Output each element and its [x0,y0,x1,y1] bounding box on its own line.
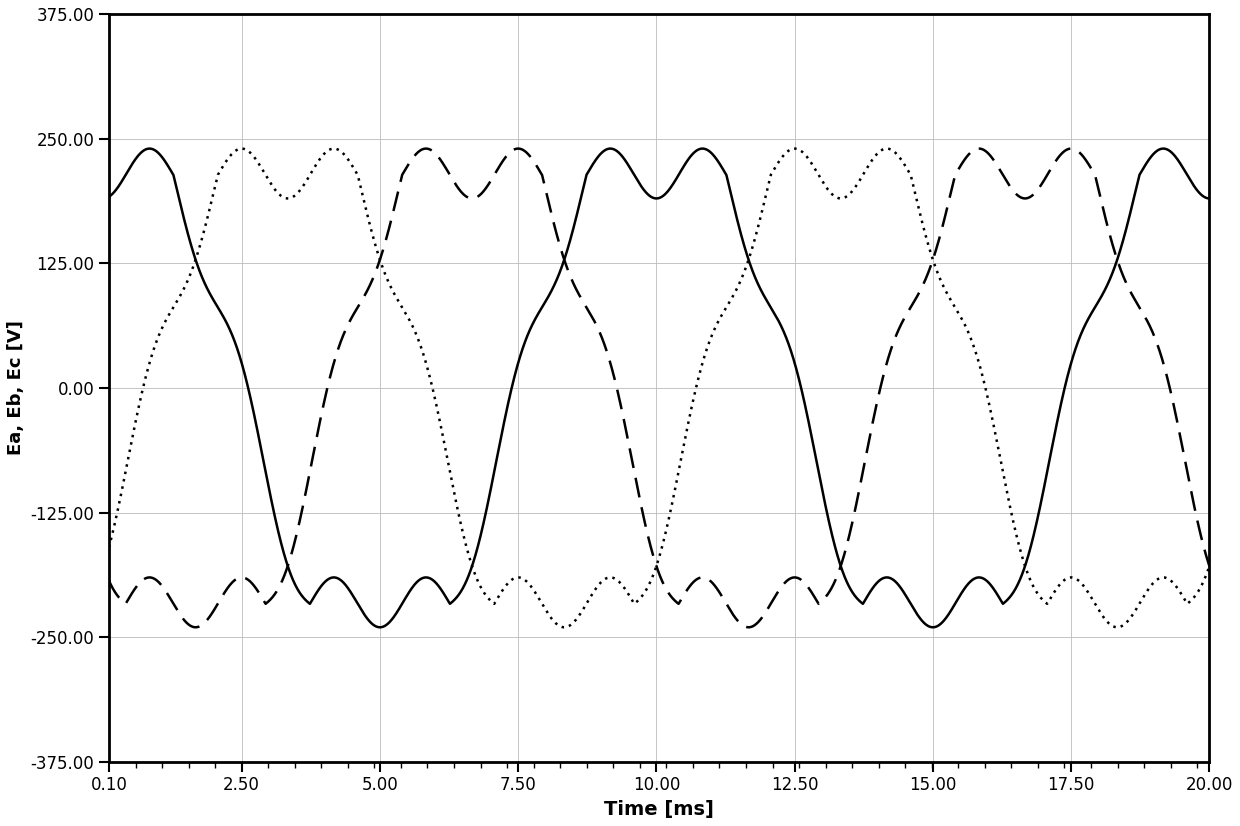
Y-axis label: Ea, Eb, Ec [V]: Ea, Eb, Ec [V] [7,320,25,455]
X-axis label: Time [ms]: Time [ms] [604,800,714,819]
